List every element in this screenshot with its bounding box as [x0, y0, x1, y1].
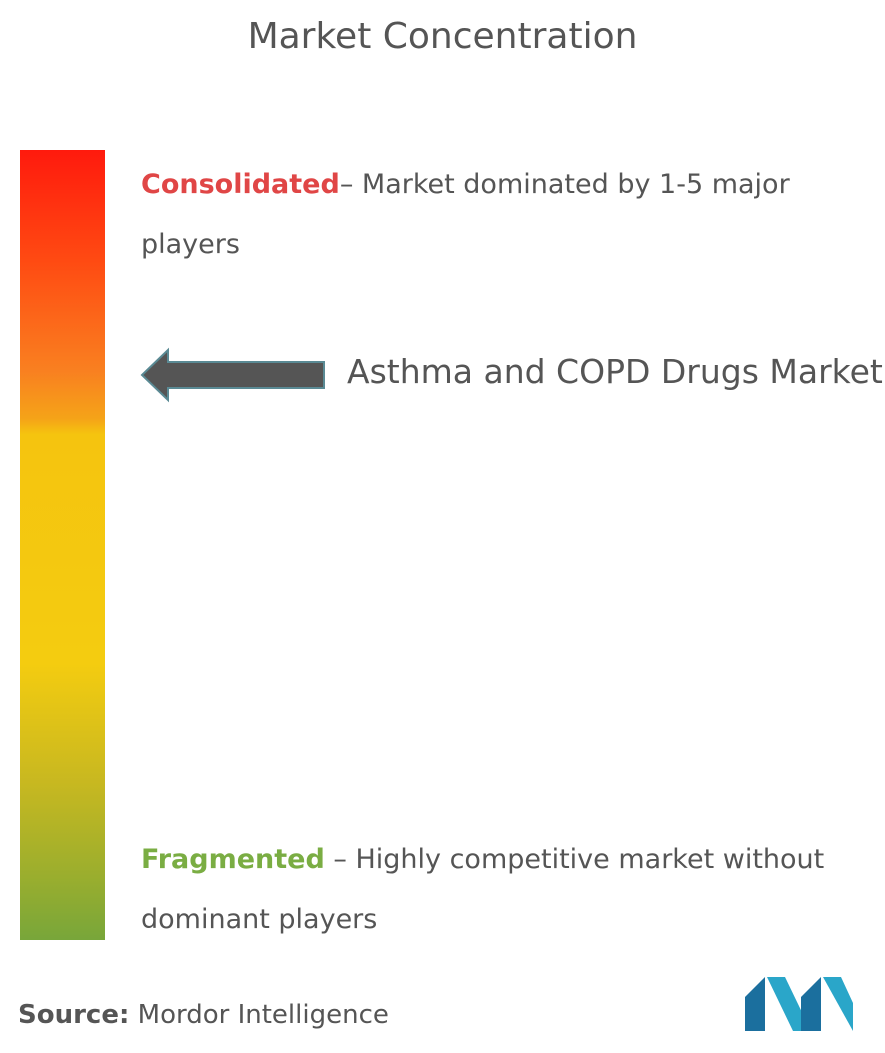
consolidated-text: Consolidated– Market dominated by 1-5 ma…: [141, 155, 841, 275]
arrow: [140, 347, 325, 403]
logo: [745, 977, 853, 1031]
fragmented-text: Fragmented – Highly competitive market w…: [141, 830, 841, 950]
source: Source: Mordor Intelligence: [18, 1000, 389, 1030]
source-label: Source:: [18, 1000, 130, 1030]
market-name: Asthma and COPD Drugs Market: [347, 352, 883, 391]
concentration-gradient: [20, 150, 105, 940]
consolidated-description: – Market dominated by 1-5 major players: [141, 169, 790, 260]
source-value: Mordor Intelligence: [137, 1000, 389, 1030]
fragmented-description: – Highly competitive market without domi…: [141, 844, 825, 935]
fragmented-label: Fragmented: [141, 844, 325, 875]
consolidated-label: Consolidated: [141, 169, 340, 200]
title: Market Concentration: [247, 16, 638, 57]
